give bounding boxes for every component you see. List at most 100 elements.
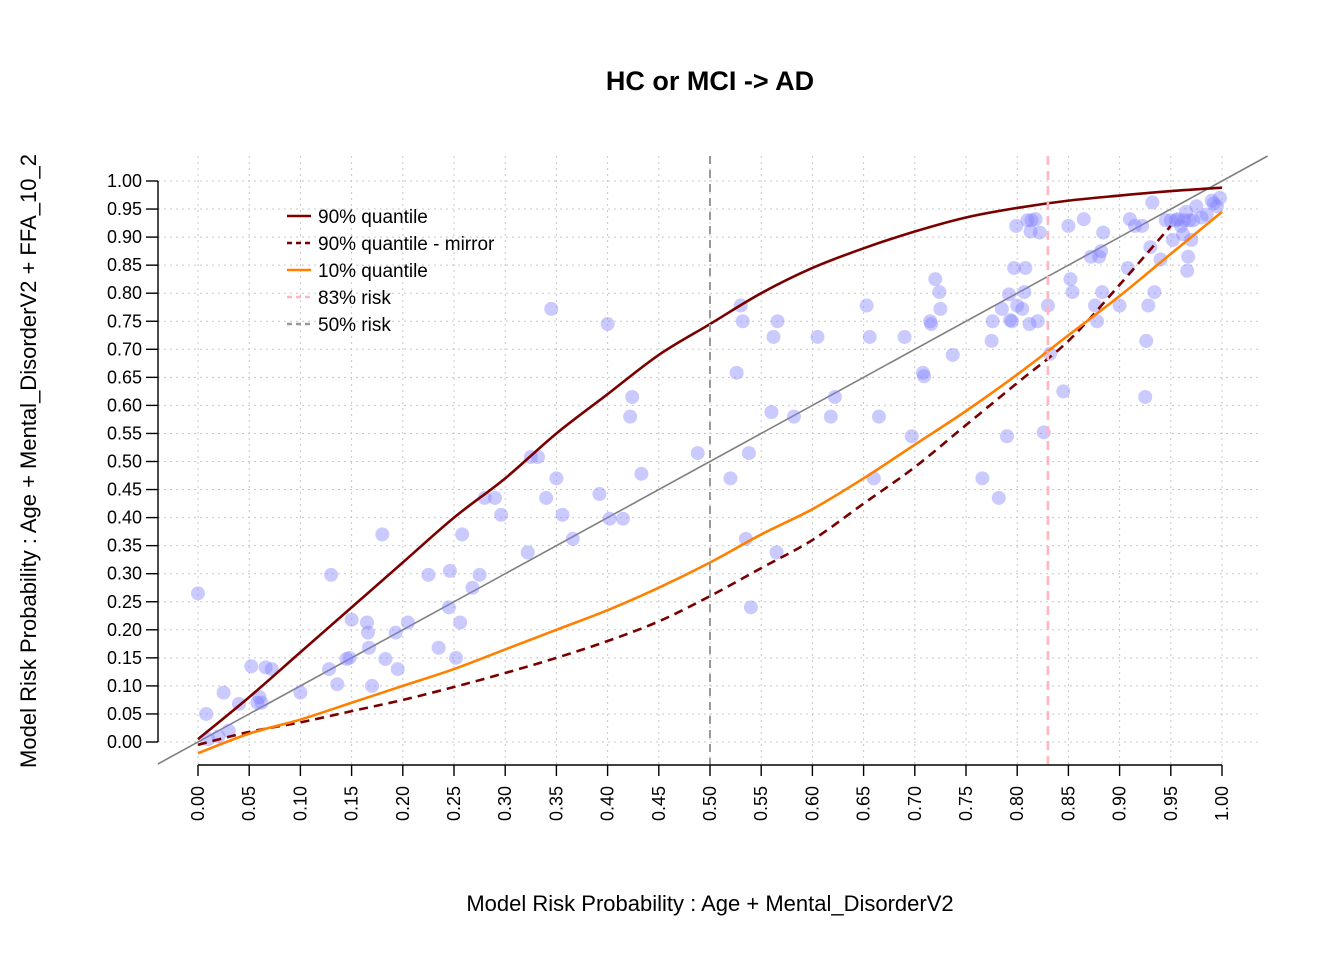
data-point xyxy=(862,329,877,344)
y-tick-label: 0.40 xyxy=(107,508,142,528)
data-point xyxy=(827,389,842,404)
data-point xyxy=(1179,204,1194,219)
data-point xyxy=(465,580,480,595)
data-point xyxy=(991,490,1006,505)
data-point xyxy=(1182,213,1197,228)
data-point xyxy=(487,490,502,505)
y-tick-label: 0.15 xyxy=(107,648,142,668)
data-point xyxy=(1022,317,1037,332)
grid-lines xyxy=(158,156,1262,764)
q90-curve xyxy=(197,186,1223,741)
data-point xyxy=(375,527,390,542)
x-tick-label: 0.40 xyxy=(598,786,618,821)
data-point xyxy=(477,490,492,505)
data-point xyxy=(1040,298,1055,313)
x-tick-label: 0.85 xyxy=(1058,786,1078,821)
data-point xyxy=(764,405,779,420)
y-tick-label: 0.50 xyxy=(107,452,142,472)
data-point xyxy=(1174,218,1189,233)
data-point xyxy=(615,511,630,526)
y-tick-label: 0.00 xyxy=(107,732,142,752)
x-tick-label: 0.50 xyxy=(700,786,720,821)
data-point xyxy=(741,446,756,461)
data-point xyxy=(1083,249,1098,264)
data-point xyxy=(1094,244,1109,259)
x-tick-label: 0.00 xyxy=(188,786,208,821)
data-point xyxy=(431,640,446,655)
data-point xyxy=(472,567,487,582)
data-point xyxy=(735,314,750,329)
data-point xyxy=(293,685,308,700)
x-tick-label: 0.80 xyxy=(1007,786,1027,821)
data-point xyxy=(729,365,744,380)
data-point xyxy=(738,531,753,546)
x-axis-label: Model Risk Probability : Age + Mental_Di… xyxy=(466,891,953,916)
x-tick-label: 0.35 xyxy=(546,786,566,821)
data-point xyxy=(923,314,938,329)
x-tick-label: 0.70 xyxy=(905,786,925,821)
data-point xyxy=(1143,240,1158,255)
data-point xyxy=(1003,313,1018,328)
data-point xyxy=(1032,225,1047,240)
data-point xyxy=(592,487,607,502)
data-point xyxy=(823,409,838,424)
data-point xyxy=(449,650,464,665)
data-point xyxy=(244,659,259,674)
data-point xyxy=(994,301,1009,316)
data-point xyxy=(1092,249,1107,264)
x-tick-label: 0.05 xyxy=(239,786,259,821)
q10-curve xyxy=(197,210,1223,755)
y-tick-label: 0.10 xyxy=(107,676,142,696)
x-tick-label: 0.55 xyxy=(751,786,771,821)
data-point xyxy=(1007,260,1022,275)
data-point xyxy=(897,329,912,344)
q90-mirror-curve xyxy=(197,225,1172,747)
y-tick-label: 0.90 xyxy=(107,227,142,247)
data-point xyxy=(600,317,615,332)
data-point xyxy=(1147,285,1162,300)
data-point xyxy=(984,333,999,348)
data-point xyxy=(453,615,468,630)
data-point xyxy=(1002,287,1017,302)
data-point xyxy=(324,567,339,582)
data-point xyxy=(871,409,886,424)
risk-reference-lines xyxy=(709,156,1050,764)
data-point xyxy=(1199,207,1214,222)
data-point xyxy=(1139,333,1154,348)
data-point xyxy=(1158,213,1173,228)
data-point xyxy=(1209,199,1224,214)
y-tick-label: 0.85 xyxy=(107,255,142,275)
data-point xyxy=(928,272,943,287)
data-point xyxy=(1028,212,1043,227)
data-point xyxy=(1176,227,1191,242)
data-point xyxy=(1186,213,1201,228)
data-point xyxy=(388,625,403,640)
data-point xyxy=(1042,346,1057,361)
data-point xyxy=(1056,384,1071,399)
data-point xyxy=(199,706,214,721)
data-point xyxy=(602,511,617,526)
data-point xyxy=(690,446,705,461)
data-point xyxy=(1168,213,1183,228)
y-tick-label: 0.65 xyxy=(107,367,142,387)
data-point xyxy=(365,678,380,693)
legend-q90-mirror-label: 90% quantile - mirror xyxy=(318,234,495,255)
chart-title: HC or MCI -> AD xyxy=(606,66,814,96)
data-point xyxy=(254,695,269,710)
data-point xyxy=(1204,193,1219,208)
axes: 0.00 0.05 0.10 0.15 0.20 0.25 0.30 0.35 0.40 0.45… xyxy=(107,171,1232,821)
x-tick-label: 0.10 xyxy=(290,786,310,821)
data-point xyxy=(1023,224,1038,239)
y-tick-label: 0.25 xyxy=(107,592,142,612)
x-tick-label: 0.25 xyxy=(444,786,464,821)
data-point xyxy=(1018,260,1033,275)
data-point xyxy=(1165,232,1180,247)
y-tick-label: 0.80 xyxy=(107,283,142,303)
data-point xyxy=(859,298,874,313)
y-tick-label: 0.05 xyxy=(107,704,142,724)
data-point xyxy=(1076,212,1091,227)
data-point xyxy=(1096,225,1111,240)
data-point xyxy=(1009,218,1024,233)
quantile-curves xyxy=(197,186,1223,755)
data-point xyxy=(539,490,554,505)
